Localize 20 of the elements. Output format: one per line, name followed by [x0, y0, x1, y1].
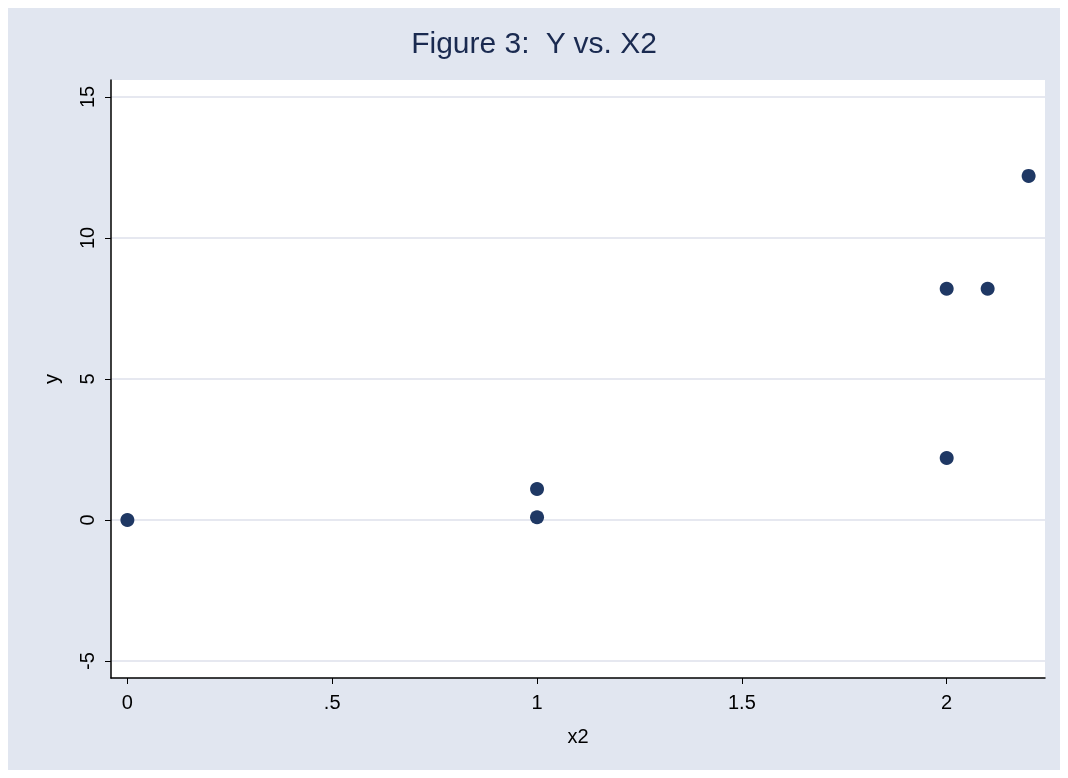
point	[530, 482, 545, 497]
point	[980, 281, 995, 296]
point	[120, 513, 135, 528]
y-tick-label: 5	[76, 373, 98, 385]
y-tick-label: 0	[76, 514, 98, 526]
point	[1021, 168, 1036, 183]
point	[939, 281, 954, 296]
point	[939, 450, 954, 465]
y-axis-title: y	[40, 374, 62, 384]
y-tick-label: 10	[76, 226, 98, 250]
chart-title: Figure 3: Y vs. X2	[411, 25, 657, 59]
y-tick-label: -5	[76, 652, 98, 670]
x-tick-label: 1	[531, 691, 543, 713]
x-tick-label: 0	[121, 691, 133, 713]
point	[530, 510, 545, 525]
x-tick-label: 1.5	[727, 691, 756, 713]
y-tick-label: 15	[76, 85, 98, 109]
x-tick-label: .5	[323, 691, 341, 713]
x-tick-label: 2	[941, 691, 953, 713]
x-axis-title: x2	[567, 725, 589, 747]
